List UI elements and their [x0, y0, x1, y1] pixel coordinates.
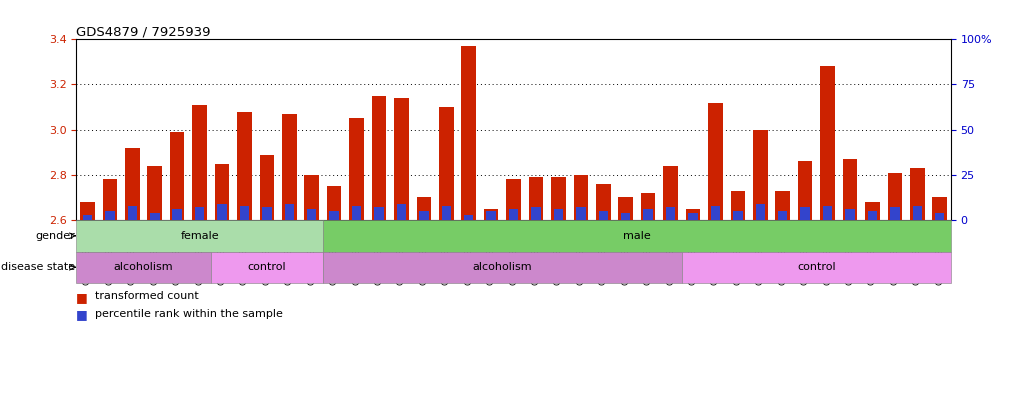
Bar: [464, 215, 474, 220]
Bar: [821, 66, 835, 220]
Bar: [868, 211, 877, 220]
Bar: [237, 112, 252, 220]
Bar: [439, 107, 454, 220]
Bar: [823, 206, 832, 220]
Bar: [596, 184, 610, 220]
Bar: [506, 180, 521, 220]
Bar: [529, 177, 543, 220]
Bar: [845, 209, 854, 220]
Bar: [372, 96, 386, 220]
Bar: [173, 209, 182, 220]
Bar: [330, 211, 339, 220]
Bar: [395, 98, 409, 220]
Text: percentile rank within the sample: percentile rank within the sample: [95, 309, 283, 318]
Bar: [417, 197, 431, 220]
Bar: [285, 204, 294, 220]
Bar: [730, 191, 745, 220]
Bar: [800, 208, 810, 220]
Bar: [484, 209, 498, 220]
Text: GDS4879 / 7925939: GDS4879 / 7925939: [76, 25, 211, 38]
Bar: [397, 204, 406, 220]
Bar: [76, 220, 323, 252]
Bar: [865, 202, 880, 220]
Bar: [240, 206, 249, 220]
Bar: [127, 206, 137, 220]
Bar: [621, 213, 631, 220]
Bar: [211, 252, 323, 283]
Bar: [933, 197, 947, 220]
Bar: [644, 209, 653, 220]
Bar: [323, 252, 681, 283]
Bar: [753, 130, 768, 220]
Bar: [282, 114, 297, 220]
Bar: [681, 252, 951, 283]
Bar: [618, 197, 633, 220]
Bar: [307, 209, 316, 220]
Bar: [666, 208, 675, 220]
Bar: [259, 154, 275, 220]
Bar: [576, 208, 586, 220]
Bar: [689, 213, 698, 220]
Bar: [170, 132, 184, 220]
Bar: [798, 162, 813, 220]
Bar: [262, 208, 272, 220]
Bar: [195, 208, 204, 220]
Bar: [912, 206, 922, 220]
Bar: [756, 204, 765, 220]
Bar: [599, 211, 608, 220]
Bar: [551, 177, 565, 220]
Bar: [843, 159, 857, 220]
Bar: [103, 180, 117, 220]
Bar: [105, 211, 115, 220]
Bar: [531, 208, 541, 220]
Bar: [441, 206, 452, 220]
Bar: [326, 186, 342, 220]
Bar: [641, 193, 655, 220]
Bar: [553, 209, 563, 220]
Text: alcoholism: alcoholism: [473, 262, 532, 272]
Bar: [508, 209, 519, 220]
Bar: [685, 209, 701, 220]
Bar: [708, 103, 723, 220]
Bar: [888, 173, 902, 220]
Bar: [374, 208, 383, 220]
Text: alcoholism: alcoholism: [114, 262, 173, 272]
Bar: [151, 213, 160, 220]
Bar: [80, 202, 95, 220]
Text: control: control: [797, 262, 836, 272]
Text: male: male: [623, 231, 651, 241]
Bar: [76, 252, 211, 283]
Bar: [462, 46, 476, 220]
Bar: [486, 211, 496, 220]
Text: female: female: [180, 231, 219, 241]
Bar: [349, 118, 364, 220]
Bar: [215, 163, 230, 220]
Bar: [147, 166, 162, 220]
Bar: [910, 168, 924, 220]
Bar: [82, 215, 93, 220]
Text: disease state: disease state: [1, 262, 75, 272]
Bar: [218, 204, 227, 220]
Bar: [663, 166, 678, 220]
Bar: [778, 211, 787, 220]
Bar: [304, 175, 319, 220]
Bar: [192, 105, 206, 220]
Bar: [323, 220, 951, 252]
Bar: [125, 148, 139, 220]
Bar: [775, 191, 790, 220]
Text: transformed count: transformed count: [95, 291, 198, 301]
Bar: [890, 208, 900, 220]
Bar: [574, 175, 588, 220]
Bar: [711, 206, 720, 220]
Text: ■: ■: [76, 291, 88, 304]
Text: ■: ■: [76, 309, 88, 321]
Text: control: control: [247, 262, 286, 272]
Bar: [352, 206, 361, 220]
Bar: [733, 211, 742, 220]
Bar: [935, 213, 945, 220]
Text: gender: gender: [36, 231, 75, 241]
Bar: [419, 211, 428, 220]
